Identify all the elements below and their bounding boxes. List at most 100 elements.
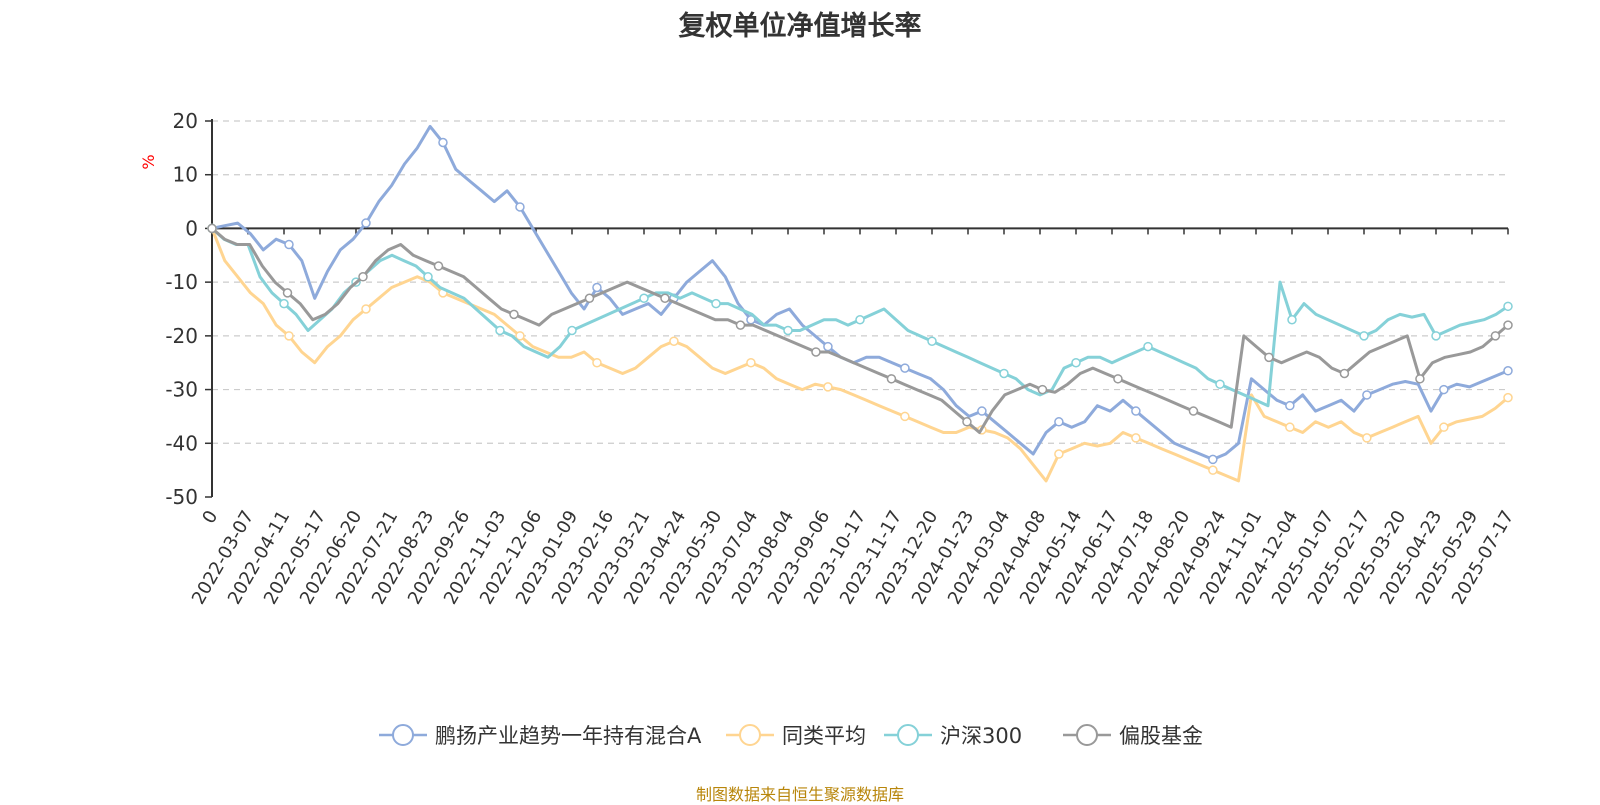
series-point	[1131, 433, 1141, 443]
y-tick-label: 10	[173, 163, 198, 187]
series-point	[1415, 374, 1425, 384]
series-point	[711, 298, 721, 309]
series-point	[735, 320, 746, 330]
series-point	[592, 282, 602, 293]
series-point	[1037, 384, 1048, 395]
series-point	[1503, 392, 1513, 403]
legend-item[interactable]: 鹏扬产业趋势一年持有混合A	[379, 724, 702, 748]
series-point	[669, 336, 679, 346]
chart-title: 复权单位净值增长率	[678, 11, 922, 42]
axes: % 20100-10-20-30-40-5002022-03-072022-04…	[139, 109, 1518, 608]
gridlines	[212, 120, 1508, 444]
series-point	[660, 293, 670, 304]
series-point	[358, 272, 368, 282]
y-tick-label: -20	[165, 324, 198, 348]
y-tick-label: -30	[165, 378, 198, 402]
legend-label: 沪深300	[940, 724, 1022, 748]
legend-marker	[1076, 724, 1098, 746]
series-point	[855, 314, 865, 325]
series-point	[886, 374, 897, 384]
series-point	[1131, 406, 1141, 416]
series-3	[207, 223, 1513, 434]
series-point	[977, 406, 987, 416]
legend-label: 鹏扬产业趋势一年持有混合A	[435, 724, 702, 748]
series-point	[783, 325, 793, 336]
legend: 鹏扬产业趋势一年持有混合A 同类平均 沪深300 偏股基金	[379, 724, 1203, 748]
series-0	[207, 124, 1513, 465]
series-point	[1287, 314, 1297, 325]
series-point	[279, 298, 289, 309]
y-tick-label: -10	[165, 270, 198, 294]
series-point	[746, 357, 756, 368]
series-point	[639, 293, 649, 304]
series-point	[1439, 384, 1449, 395]
legend-marker	[897, 724, 919, 746]
series-point	[823, 382, 833, 392]
series-point	[1439, 422, 1449, 432]
series-2	[207, 223, 1513, 408]
series-point	[811, 347, 821, 357]
series-point	[1113, 374, 1123, 384]
series-line	[211, 227, 1509, 434]
series-point	[1362, 390, 1372, 400]
series-1	[207, 223, 1513, 483]
legend-marker	[739, 724, 761, 746]
legend-marker	[392, 724, 414, 746]
series-point	[1208, 454, 1218, 465]
series-point	[207, 223, 217, 234]
series-point	[900, 363, 910, 373]
series-point	[284, 331, 294, 341]
series-point	[900, 411, 910, 422]
series-point	[1503, 366, 1513, 376]
legend-item[interactable]: 同类平均	[726, 724, 866, 748]
y-tick-label: 0	[185, 216, 198, 240]
series-point	[361, 304, 371, 314]
series-point	[433, 261, 444, 271]
series-point	[282, 288, 293, 298]
series-point	[1339, 368, 1350, 379]
legend-label: 偏股基金	[1119, 724, 1203, 748]
series-point	[1054, 417, 1064, 427]
series-point	[515, 331, 525, 341]
series-point	[1285, 422, 1295, 432]
series-point	[999, 368, 1009, 379]
series-point	[1503, 320, 1513, 330]
series-point	[584, 293, 595, 304]
legend-item[interactable]: 沪深300	[884, 724, 1022, 748]
series-lines	[207, 124, 1513, 483]
series-point	[1071, 357, 1081, 368]
legend-label: 同类平均	[782, 724, 866, 748]
series-point	[515, 202, 525, 212]
series-point	[1054, 449, 1064, 459]
series-point	[1264, 352, 1274, 363]
series-point	[361, 218, 371, 228]
source-note: 制图数据来自恒生聚源数据库	[695, 785, 904, 804]
series-point	[592, 357, 602, 368]
series-point	[1362, 433, 1372, 443]
series-point	[495, 325, 505, 336]
series-point	[927, 336, 937, 346]
series-point	[284, 239, 294, 250]
series-point	[438, 137, 448, 148]
legend-item[interactable]: 偏股基金	[1063, 724, 1203, 748]
series-point	[1490, 331, 1501, 341]
series-point	[1143, 341, 1153, 352]
series-point	[567, 325, 577, 336]
series-point	[509, 309, 519, 320]
x-tick-label: 0	[198, 507, 222, 527]
y-tick-label: 20	[173, 109, 198, 133]
series-point	[823, 341, 833, 352]
series-point	[1431, 331, 1441, 341]
series-line	[211, 124, 1509, 461]
series-point	[1503, 301, 1513, 312]
series-point	[1188, 406, 1199, 416]
series-point	[423, 272, 433, 282]
series-point	[1285, 400, 1295, 411]
y-tick-label: -50	[165, 485, 198, 509]
y-tick-label: -40	[165, 431, 198, 455]
series-point	[1208, 465, 1218, 475]
series-point	[962, 417, 972, 427]
series-point	[1359, 331, 1369, 341]
series-point	[1215, 379, 1225, 389]
